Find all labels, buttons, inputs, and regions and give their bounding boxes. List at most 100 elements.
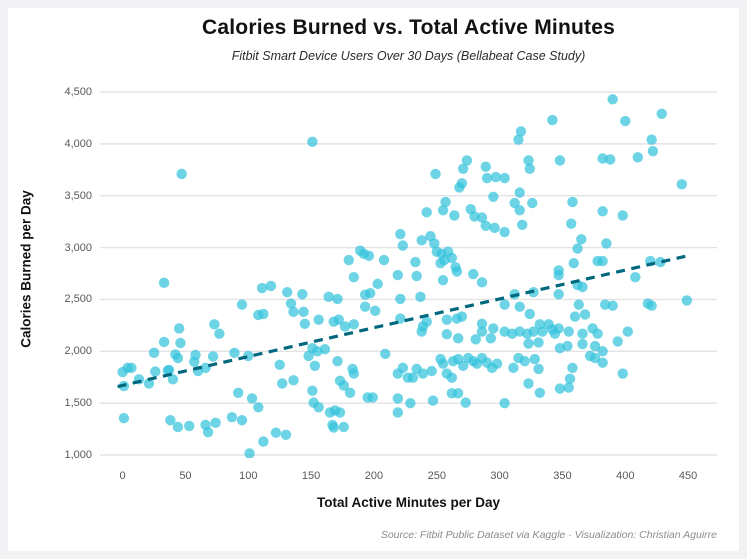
scatter-point: [620, 115, 631, 127]
scatter-point: [392, 393, 404, 404]
scatter-point: [449, 210, 460, 221]
scatter-point: [277, 378, 288, 389]
scatter-point: [176, 168, 187, 180]
scatter-point: [343, 254, 355, 266]
scatter-point: [117, 366, 128, 378]
scatter-point: [380, 348, 391, 360]
scatter-point: [617, 210, 628, 221]
scatter-point: [158, 336, 170, 348]
scatter-point: [173, 323, 185, 334]
y-tick-label: 1,000: [64, 448, 92, 461]
scatter-point: [150, 366, 161, 377]
scatter-point: [395, 293, 406, 305]
scatter-point: [202, 426, 214, 438]
scatter-point: [407, 372, 419, 383]
x-tick-label: 450: [678, 470, 698, 482]
scatter-point: [577, 338, 588, 350]
scatter-point: [508, 362, 519, 374]
scatter-point: [274, 359, 285, 370]
x-tick-label: 250: [427, 470, 446, 482]
scatter-point: [676, 179, 688, 190]
scatter-point: [646, 134, 657, 145]
scatter-point: [333, 314, 344, 325]
scatter-plot-svg: [100, 91, 717, 458]
scatter-point: [226, 411, 238, 423]
scatter-point: [372, 278, 383, 290]
scatter-point: [378, 254, 390, 266]
y-axis-title: Calories Burned per Day: [18, 190, 34, 348]
scatter-point: [233, 387, 244, 398]
y-tick-label: 4,500: [64, 86, 92, 99]
chart-title: Calories Burned vs. Total Active Minutes: [202, 16, 615, 39]
scatter-point: [430, 168, 441, 180]
scatter-point: [246, 393, 258, 404]
scatter-point: [143, 378, 155, 389]
scatter-point: [553, 269, 564, 281]
scatter-point: [460, 397, 471, 408]
scatter-point: [517, 219, 528, 230]
scatter-point: [348, 368, 360, 379]
scatter-point: [563, 326, 574, 337]
scatter-point: [270, 427, 282, 438]
scatter-point: [253, 402, 264, 413]
scatter-point: [172, 352, 184, 364]
scatter-point: [604, 154, 616, 165]
scatter-point: [437, 275, 449, 286]
scatter-point: [567, 362, 578, 374]
scatter-point: [452, 333, 464, 344]
scatter-point: [537, 326, 548, 337]
scatter-point: [647, 145, 659, 157]
scatter-point: [288, 306, 299, 318]
scatter-point: [450, 262, 461, 273]
scatter-point: [568, 257, 579, 269]
scatter-point: [533, 337, 544, 348]
trend-line: [117, 253, 690, 389]
scatter-point: [456, 311, 468, 322]
scatter-point: [553, 323, 564, 334]
x-tick-label: 50: [179, 470, 192, 482]
y-tick-label: 1,500: [64, 397, 92, 410]
chart-card: Calories Burned vs. Total Active Minutes…: [8, 8, 739, 551]
scatter-point: [485, 333, 497, 344]
x-tick-label: 200: [364, 470, 384, 482]
scatter-point: [285, 298, 297, 309]
scatter-point: [175, 337, 186, 349]
y-tick-label: 4,000: [64, 137, 92, 150]
scatter-point: [421, 316, 432, 327]
scatter-point: [527, 197, 538, 209]
scatter-point: [515, 126, 527, 137]
scatter-point: [392, 368, 404, 379]
scatter-point: [468, 268, 479, 280]
scatter-point: [577, 328, 588, 339]
scatter-point: [446, 372, 458, 383]
scatter-point: [524, 163, 535, 174]
scatter-point: [126, 362, 137, 374]
scatter-point: [313, 402, 324, 413]
scatter-point: [410, 256, 421, 268]
scatter-point: [533, 363, 544, 375]
scatter-point: [313, 314, 324, 325]
plot-area: [100, 80, 717, 458]
scatter-point: [612, 336, 623, 347]
scatter-point: [513, 134, 524, 145]
scatter-point: [148, 347, 160, 359]
scatter-point: [236, 415, 248, 426]
scatter-point: [554, 155, 566, 166]
scatter-point: [617, 368, 628, 379]
scatter-point: [214, 328, 225, 339]
scatter-point: [258, 308, 269, 320]
scatter-point: [630, 271, 641, 283]
scatter-point: [499, 226, 510, 238]
scatter-point: [229, 347, 240, 359]
scatter-point: [319, 344, 331, 355]
scatter-point: [454, 182, 465, 193]
scatter-point: [429, 238, 440, 249]
scatter-point: [307, 136, 318, 148]
scatter-point: [210, 417, 221, 429]
scatter-point: [348, 271, 360, 283]
scatter-point: [601, 238, 612, 249]
scatter-point: [332, 355, 343, 367]
scatter-point: [446, 252, 458, 264]
x-tick-label: 150: [301, 470, 321, 482]
scatter-point: [519, 355, 530, 367]
